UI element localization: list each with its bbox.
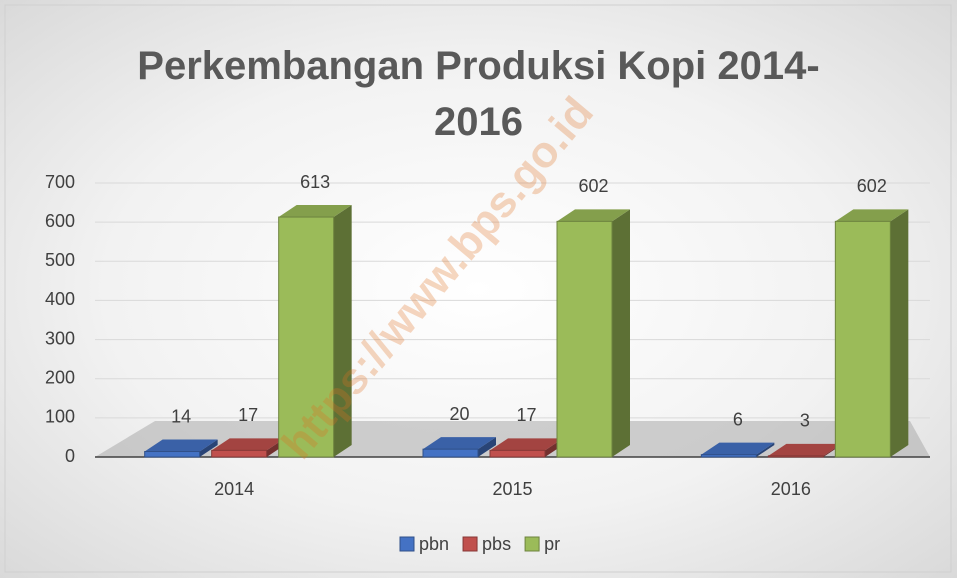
chart-title: Perkembangan Produksi Kopi 2014-2016 (137, 44, 820, 144)
bar-front (834, 220, 891, 458)
bar (278, 205, 352, 458)
y-tick-label: 100 (45, 407, 75, 427)
bar-front (211, 449, 268, 458)
bar-front (422, 448, 479, 458)
border (4, 4, 952, 573)
bar-side (756, 442, 775, 457)
y-tick-label: 200 (45, 367, 75, 387)
y-tick-label: 600 (45, 211, 75, 231)
bar-top (701, 442, 775, 455)
bar-top (768, 443, 842, 456)
legend-label: pbn (419, 534, 449, 554)
data-label: 17 (238, 405, 258, 425)
bar-top (278, 205, 352, 218)
bar-top (490, 438, 563, 451)
data-label: 613 (300, 172, 330, 192)
bar-side (890, 209, 909, 457)
bar (422, 437, 496, 458)
bar (767, 443, 842, 458)
data-label: 17 (516, 405, 536, 425)
bar-side (199, 439, 218, 457)
bar-front (144, 451, 201, 458)
x-tick-label: 2015 (492, 479, 532, 499)
data-label: 20 (449, 404, 469, 424)
bar-top (557, 209, 630, 222)
legend-swatch (399, 536, 415, 552)
legend-swatch (524, 536, 540, 552)
data-label: 3 (800, 411, 810, 431)
bar-side (333, 205, 352, 457)
bar-side (612, 209, 630, 457)
y-tick-label: 400 (45, 289, 75, 309)
bar-top (835, 209, 909, 222)
legend-swatch (462, 536, 478, 552)
bar-top (423, 437, 496, 450)
bar (556, 209, 630, 458)
x-tick-label: 2014 (214, 479, 254, 499)
bar-top (211, 438, 285, 451)
y-tick-label: 0 (65, 446, 75, 466)
data-label: 14 (171, 406, 191, 426)
data-label: 6 (733, 409, 743, 429)
bar-front (489, 449, 546, 458)
y-tick-label: 700 (45, 172, 75, 192)
bar-top (144, 439, 218, 452)
bar (834, 209, 909, 458)
data-label: 602 (578, 176, 608, 196)
bar-side (478, 437, 496, 457)
legend-label: pr (544, 534, 560, 554)
bar (700, 442, 775, 458)
y-tick-label: 300 (45, 328, 75, 348)
bar-front (556, 220, 613, 458)
bar-front (278, 216, 335, 458)
data-label: 602 (857, 176, 887, 196)
bar-front (700, 454, 757, 458)
bar-front (767, 455, 824, 458)
bar (144, 439, 218, 458)
legend-label: pbs (482, 534, 511, 554)
x-tick-label: 2016 (771, 479, 811, 499)
y-tick-label: 500 (45, 250, 75, 270)
